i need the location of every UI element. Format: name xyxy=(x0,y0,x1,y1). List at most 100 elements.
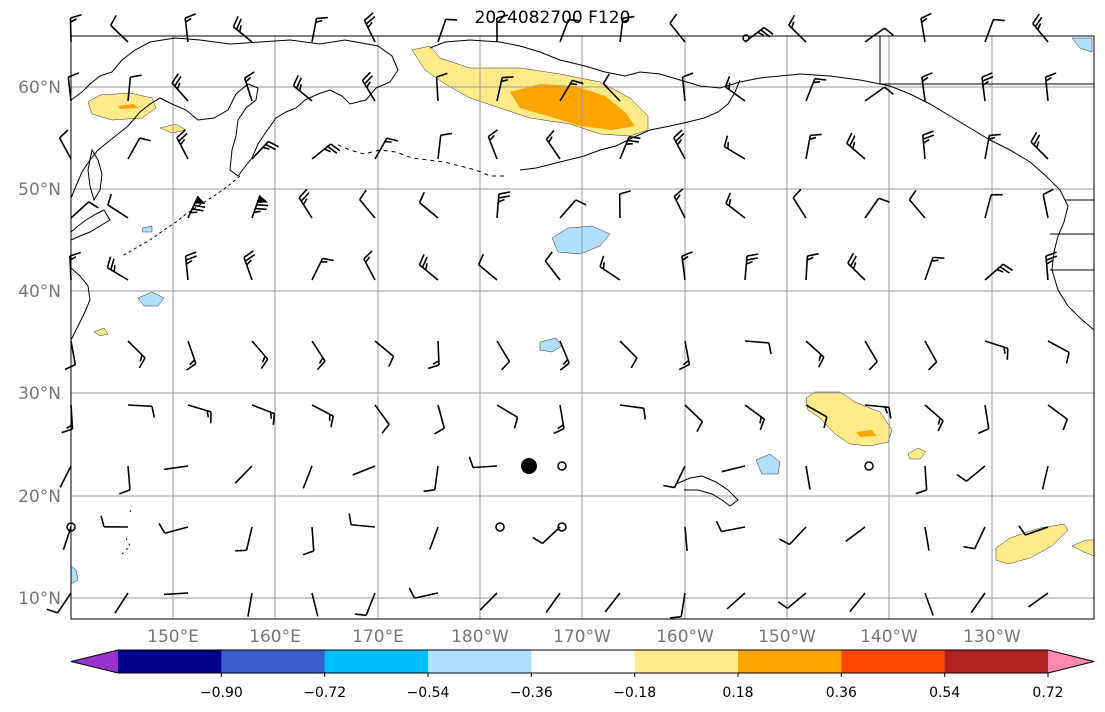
wind-barb xyxy=(361,71,376,102)
wind-barb xyxy=(599,255,621,281)
wind-barb xyxy=(302,526,315,556)
wind-barb xyxy=(100,515,129,528)
colorbar-tick-label: 0.18 xyxy=(722,685,753,701)
wind-barb xyxy=(187,404,212,424)
colorbar-segment xyxy=(118,650,222,673)
wind-barb xyxy=(559,199,587,219)
colorbar-tick-label: −0.72 xyxy=(303,685,346,701)
longitude-labels: 150°E 160°E 170°E 180°W 170°W 160°W 150°… xyxy=(147,627,1021,647)
wind-barb xyxy=(487,129,498,160)
colorbar-extend-low xyxy=(71,650,118,673)
wind-barb xyxy=(311,404,335,428)
wind-barb xyxy=(970,592,986,614)
wind-barb xyxy=(721,465,746,473)
wind-barb xyxy=(619,15,635,43)
lon-label: 150°E xyxy=(147,627,199,647)
calm-circle xyxy=(864,461,874,471)
wind-barb xyxy=(545,592,561,613)
wind-barb xyxy=(963,526,986,550)
wind-barb xyxy=(602,73,621,102)
wind-barb xyxy=(924,340,938,371)
wind-barb xyxy=(163,592,189,596)
wind-barb xyxy=(437,18,458,43)
wind-barb xyxy=(59,465,72,488)
positive-anomaly-region xyxy=(93,327,109,337)
wind-barb xyxy=(234,465,253,484)
wind-barb xyxy=(981,72,994,102)
wind-barb xyxy=(553,404,565,435)
lat-label: 20°N xyxy=(18,487,61,507)
wind-barb xyxy=(924,526,930,551)
wind-barb xyxy=(619,340,638,369)
wind-barb xyxy=(496,191,511,219)
wind-barb xyxy=(805,252,819,281)
wind-barb xyxy=(418,191,439,219)
wind-barb xyxy=(673,188,686,219)
colorbar-segment xyxy=(738,650,842,673)
wind-barb xyxy=(678,340,691,371)
wind-barb xyxy=(924,592,934,616)
wind-barb xyxy=(437,132,453,160)
wind-barb xyxy=(846,132,866,160)
wind-barb xyxy=(107,193,129,219)
wind-barb xyxy=(429,526,439,550)
wind-barb xyxy=(1047,404,1069,431)
positive-anomaly-region xyxy=(907,447,927,460)
wind-barb xyxy=(243,250,256,281)
wind-barb xyxy=(106,256,129,281)
plot-frame xyxy=(70,35,1095,620)
colorbar-extend-high xyxy=(1048,650,1094,673)
wind-barb xyxy=(302,465,313,489)
wind-barb xyxy=(777,592,807,609)
wind-barb xyxy=(298,188,313,219)
calm-circle xyxy=(521,458,537,474)
colorbar-segment xyxy=(221,650,326,673)
wind-barb xyxy=(311,257,334,281)
wind-barb xyxy=(114,592,129,614)
wind-barb xyxy=(984,193,1003,219)
wind-barb xyxy=(1044,72,1057,102)
wind-barb xyxy=(496,404,519,429)
wind-barb xyxy=(921,72,933,102)
colorbar-segment xyxy=(944,650,1049,673)
wind-barb xyxy=(374,340,395,368)
wind-barb xyxy=(1041,465,1049,490)
wind-barb xyxy=(434,404,446,435)
wind-barb xyxy=(669,592,686,619)
wind-barb xyxy=(726,592,746,610)
colorbar-segment xyxy=(531,650,636,673)
wind-barb xyxy=(176,129,189,160)
wind-barb xyxy=(374,137,399,160)
wind-barb xyxy=(311,592,319,617)
lon-label: 160°E xyxy=(249,627,301,647)
wind-barb xyxy=(496,76,514,102)
lat-label: 50°N xyxy=(18,180,61,200)
wind-barb xyxy=(684,404,704,432)
wind-barb xyxy=(184,13,197,43)
wind-barb xyxy=(725,192,746,219)
wind-barb xyxy=(363,12,376,43)
wind-barb xyxy=(864,86,894,102)
wind-barb xyxy=(311,340,326,371)
negative-anomaly-region xyxy=(1071,37,1093,53)
wind-barb xyxy=(788,14,807,43)
colorbar-segment xyxy=(841,650,946,673)
colorbar xyxy=(70,649,1095,674)
wind-barb xyxy=(46,592,72,614)
lon-label: 160°W xyxy=(656,627,714,647)
wind-barb xyxy=(127,404,156,418)
wind-barb xyxy=(849,592,866,613)
wind-barb xyxy=(864,197,890,219)
wind-barb xyxy=(922,130,935,160)
negative-anomaly-region xyxy=(539,337,563,353)
wind-barbs xyxy=(46,12,1070,619)
wind-barb xyxy=(232,16,253,43)
colorbar-segment xyxy=(634,650,739,673)
wind-barb xyxy=(374,404,390,434)
wind-barb xyxy=(171,73,189,102)
wind-barb xyxy=(496,14,509,43)
wind-barb xyxy=(109,14,129,43)
wind-barb xyxy=(1045,251,1058,281)
anomaly-shading xyxy=(70,37,1095,585)
wind-barb xyxy=(908,189,926,219)
